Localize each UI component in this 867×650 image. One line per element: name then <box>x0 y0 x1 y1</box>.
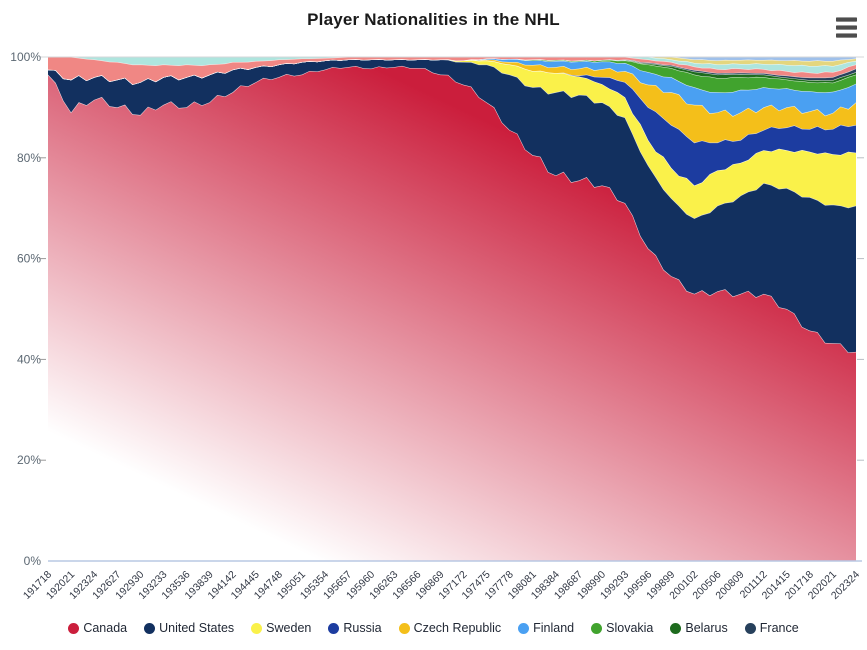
legend-marker-icon <box>670 622 682 634</box>
legend-item-russia[interactable]: Russia <box>328 621 382 635</box>
y-tick-label: 80% <box>17 151 41 165</box>
legend-item-france[interactable]: France <box>744 621 799 635</box>
band-canada[interactable] <box>48 65 856 561</box>
legend-label: Sweden <box>266 621 312 635</box>
band-other-2[interactable] <box>48 57 856 74</box>
y-tick-label: 0% <box>24 554 42 568</box>
legend-marker-icon <box>518 622 530 634</box>
y-tick-label: 60% <box>17 252 41 266</box>
legend-marker-icon <box>68 622 80 634</box>
legend-label: Belarus <box>685 621 728 635</box>
band-slovakia[interactable] <box>48 58 856 93</box>
legend-item-finland[interactable]: Finland <box>518 621 574 635</box>
legend-marker-icon <box>251 622 263 634</box>
band-other-1[interactable] <box>48 57 856 85</box>
hamburger-menu-icon[interactable] <box>831 14 861 40</box>
legend-item-sweden[interactable]: Sweden <box>251 621 311 635</box>
hamburger-bar <box>835 32 857 38</box>
legend-marker-icon <box>398 622 410 634</box>
y-tick-label: 20% <box>17 453 41 467</box>
legend-label: Russia <box>343 621 382 635</box>
chart-legend: Canada United States Sweden Russia Czech Rep… <box>0 615 867 641</box>
legend-label: France <box>759 621 799 635</box>
legend-marker-icon <box>328 622 340 634</box>
legend-label: United States <box>159 621 235 635</box>
legend-marker-icon <box>144 622 156 634</box>
band-united-states[interactable] <box>48 59 856 353</box>
y-axis: 0% 20% 40% 60% 80% 100% <box>10 50 864 568</box>
series-bands <box>47 56 857 561</box>
band-belarus[interactable] <box>48 58 856 85</box>
legend-item-united-states[interactable]: United States <box>144 621 234 635</box>
legend-item-slovakia[interactable]: Slovakia <box>591 621 653 635</box>
chart-title: Player Nationalities in the NHL <box>307 10 560 29</box>
legend-marker-icon <box>744 622 756 634</box>
legend-label: Czech Republic <box>413 621 502 635</box>
legend-item-canada[interactable]: Canada <box>68 621 127 635</box>
band-other-3[interactable] <box>48 57 856 67</box>
legend-item-czech-republic[interactable]: Czech Republic <box>398 621 502 635</box>
y-tick-label: 40% <box>17 352 41 366</box>
hamburger-bar <box>835 16 857 22</box>
legend-marker-icon <box>591 622 603 634</box>
legend-label: Finland <box>533 621 575 635</box>
band-france[interactable] <box>48 58 856 85</box>
legend-label: Canada <box>83 621 128 635</box>
x-axis: 1917181920211923241926271929301932331935… <box>21 569 862 602</box>
legend-label: Slovakia <box>606 621 654 635</box>
y-tick-label: 100% <box>10 50 41 64</box>
hamburger-bar <box>835 24 857 30</box>
legend-item-belarus[interactable]: Belarus <box>670 621 728 635</box>
